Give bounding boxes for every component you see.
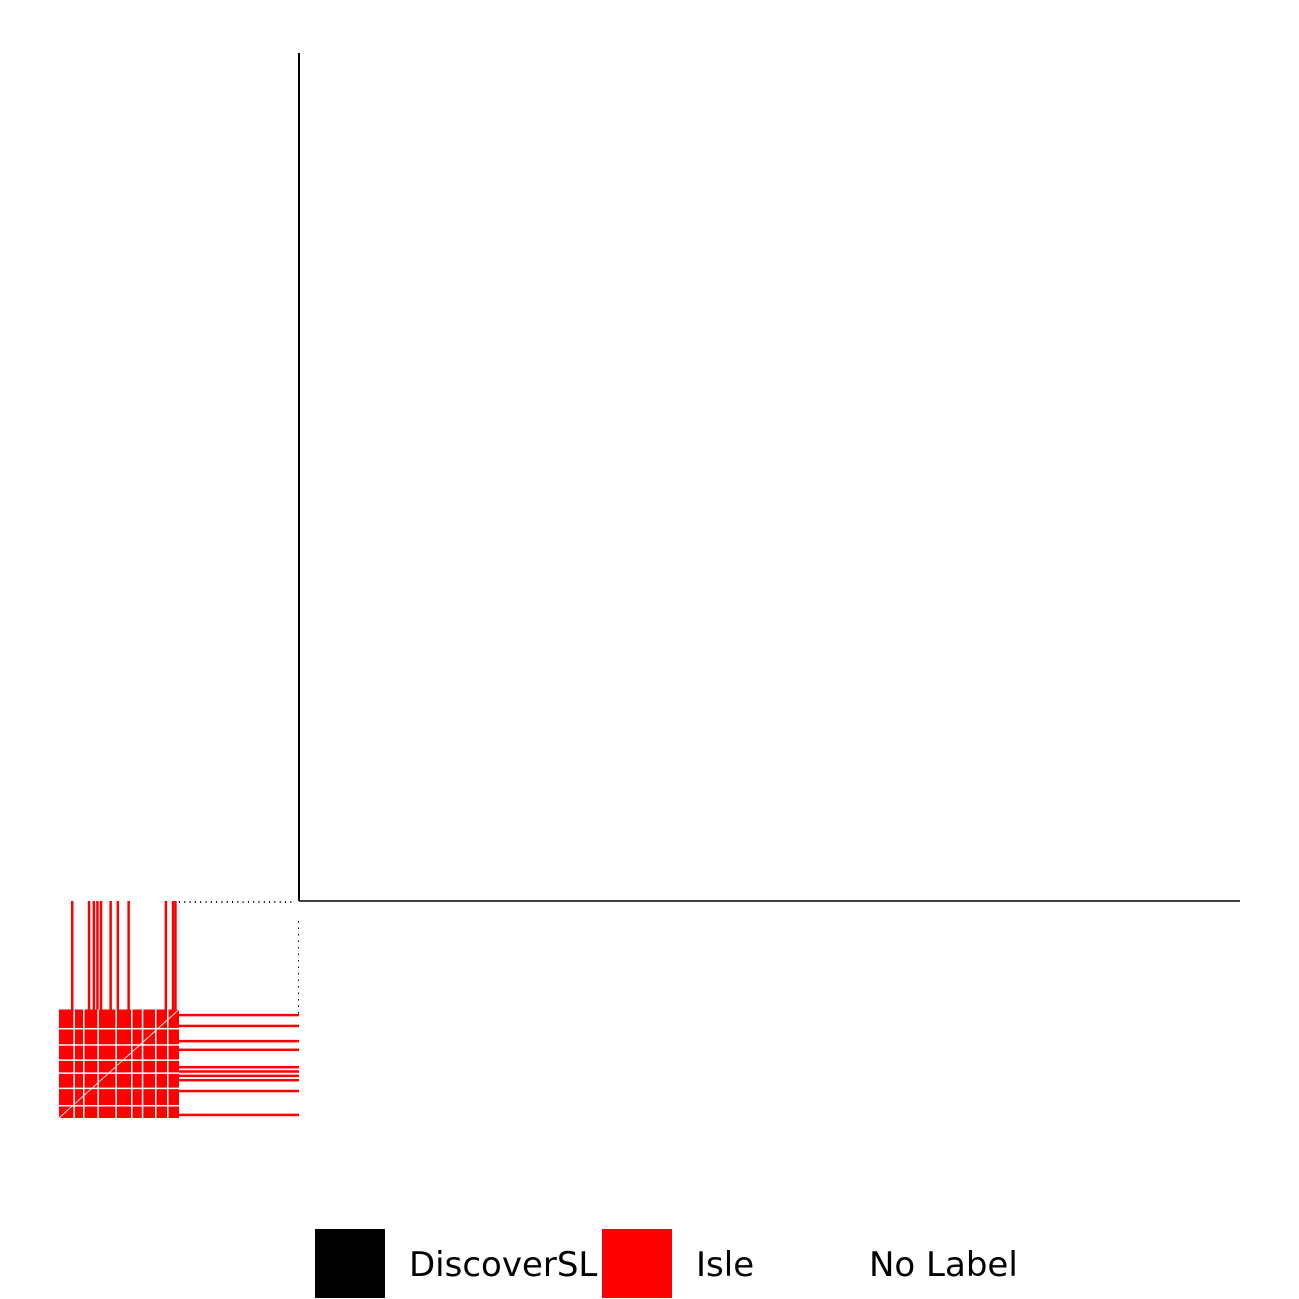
matrix-top-mark — [179, 901, 180, 903]
matrix-top-mark — [285, 901, 286, 903]
matrix-top-mark — [253, 901, 255, 903]
matrix-gap-col — [73, 1009, 75, 1118]
matrix-top-mark — [210, 901, 212, 903]
matrix-col-strip — [92, 901, 96, 1010]
matrix-row-strip — [179, 1013, 299, 1017]
matrix-top-mark — [247, 901, 249, 903]
legend-label-no-label: No Label — [869, 1245, 1018, 1285]
matrix-gap-row — [59, 1059, 179, 1061]
matrix-right-mark — [298, 940, 299, 942]
matrix-col-strip — [96, 901, 99, 1010]
matrix-row-strip — [179, 1078, 299, 1082]
legend-swatch-no-label — [775, 1229, 845, 1298]
matrix-top-mark — [221, 901, 223, 903]
matrix-gap-row — [59, 1087, 179, 1090]
matrix-col-strip — [71, 901, 74, 1010]
matrix-gap-row — [59, 1027, 179, 1030]
matrix-top-mark — [200, 901, 202, 903]
matrix-right-mark — [298, 999, 299, 1001]
legend-swatch-isle — [602, 1229, 672, 1298]
matrix-right-mark — [298, 973, 299, 975]
matrix-right-mark — [298, 979, 299, 981]
legend-item-isle: Isle — [602, 1229, 754, 1298]
matrix-gap-col — [115, 1009, 117, 1118]
matrix-top-mark — [216, 901, 218, 903]
matrix-gap-col — [131, 1009, 133, 1118]
matrix-col-strip — [87, 901, 91, 1010]
matrix-right-mark — [298, 921, 299, 923]
matrix-top-mark — [232, 901, 233, 903]
matrix-col-strip — [164, 901, 168, 1010]
legend-item-discoversl: DiscoverSL — [315, 1229, 597, 1298]
label-matrix — [58, 901, 299, 1119]
matrix-top-mark — [205, 901, 207, 903]
matrix-right-mark — [298, 960, 299, 962]
matrix-right-mark — [298, 927, 299, 929]
legend: DiscoverSL Isle No Label — [315, 1229, 1018, 1298]
matrix-top-mark — [274, 901, 276, 903]
matrix-top-mark — [237, 901, 239, 903]
matrix-row-strip — [179, 1089, 299, 1093]
matrix-top-mark — [269, 901, 271, 903]
matrix-top-mark — [184, 901, 186, 903]
matrix-row-strip — [179, 1065, 299, 1069]
legend-label-isle: Isle — [696, 1245, 754, 1285]
matrix-right-mark — [298, 934, 299, 936]
matrix-col-strip — [174, 901, 177, 1010]
matrix-right-mark — [298, 992, 299, 994]
matrix-top-mark — [279, 901, 281, 903]
matrix-col-strip — [116, 901, 120, 1010]
matrix-top-mark — [242, 901, 244, 903]
matrix-top-mark — [226, 901, 228, 903]
matrix-gap-row — [59, 1072, 179, 1074]
matrix-col-strip — [171, 901, 175, 1010]
matrix-gap-row — [59, 1044, 179, 1046]
matrix-col-strip — [127, 901, 130, 1010]
matrix-right-mark — [298, 1005, 299, 1007]
matrix-row-strip — [179, 1074, 299, 1078]
matrix-col-strip — [99, 901, 103, 1010]
matrix-right-mark — [298, 966, 299, 968]
matrix-gap-col — [167, 1009, 169, 1118]
legend-label-discoversl: DiscoverSL — [409, 1245, 597, 1285]
matrix-gap-col — [97, 1009, 99, 1118]
matrix-top-mark — [194, 901, 196, 903]
legend-swatch-discoversl — [315, 1229, 385, 1298]
matrix-gap-col — [141, 1009, 144, 1118]
matrix-right-mark — [298, 947, 299, 949]
matrix-top-mark — [189, 901, 191, 903]
matrix-row-strip — [179, 1024, 299, 1028]
matrix-top-mark — [263, 901, 265, 903]
matrix-right-mark — [298, 953, 299, 955]
matrix-row-strip — [179, 1048, 299, 1052]
matrix-col-strip — [109, 901, 112, 1010]
matrix-gap-row — [59, 1104, 179, 1107]
matrix-row-strip — [179, 1113, 299, 1117]
matrix-top-mark — [290, 901, 292, 903]
matrix-row-strip — [179, 1070, 299, 1073]
matrix-right-mark — [298, 1012, 299, 1014]
matrix-gap-col — [155, 1009, 157, 1118]
matrix-right-mark — [298, 986, 299, 988]
matrix-gap-col — [83, 1009, 85, 1118]
matrix-diagonal — [58, 1009, 180, 1119]
legend-item-no-label: No Label — [775, 1229, 1018, 1298]
matrix-row-strip — [179, 1039, 299, 1043]
matrix-top-mark — [258, 901, 260, 903]
